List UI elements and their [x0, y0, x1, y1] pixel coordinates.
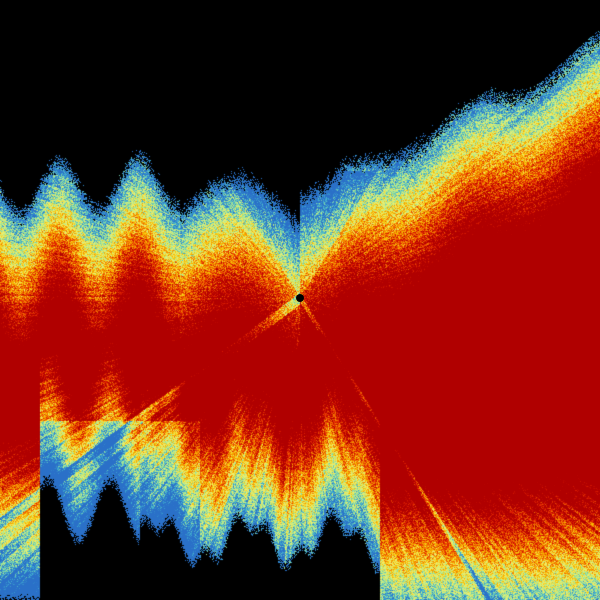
radar-center-marker	[296, 294, 304, 302]
